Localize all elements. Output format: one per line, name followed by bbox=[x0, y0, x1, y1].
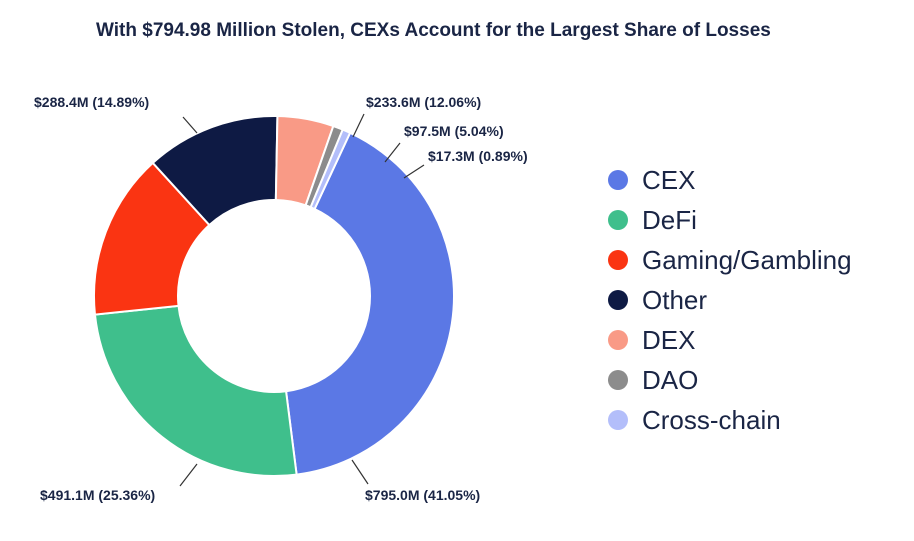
leader-line-dao bbox=[403, 164, 425, 179]
legend-label: Other bbox=[642, 284, 708, 315]
legend-label: DEX bbox=[642, 324, 696, 355]
legend-swatch-other bbox=[608, 290, 628, 310]
leader-line-gaming-gambling bbox=[182, 116, 198, 134]
legend-item-dex: DEX bbox=[608, 320, 852, 360]
leader-line-other bbox=[352, 113, 365, 138]
legend-item-other: Other bbox=[608, 280, 852, 320]
legend-swatch-cross-chain bbox=[608, 410, 628, 430]
data-label-defi: $491.1M (25.36%) bbox=[40, 487, 155, 503]
chart-title: With $794.98 Million Stolen, CEXs Accoun… bbox=[96, 20, 771, 41]
data-label-dex: $97.5M (5.04%) bbox=[404, 123, 504, 139]
data-label-gaming-gambling: $288.4M (14.89%) bbox=[34, 94, 149, 110]
legend-item-dao: DAO bbox=[608, 360, 852, 400]
legend-item-cex: CEX bbox=[608, 160, 852, 200]
leader-line-dex bbox=[384, 142, 401, 163]
legend-label: DAO bbox=[642, 364, 699, 395]
slice-cross-chain bbox=[309, 128, 352, 211]
legend-swatch-dao bbox=[608, 370, 628, 390]
data-label-other: $233.6M (12.06%) bbox=[366, 94, 481, 110]
legend-label: Cross-chain bbox=[642, 404, 781, 435]
leader-line-defi bbox=[179, 463, 198, 487]
slice-cex bbox=[284, 131, 455, 476]
legend-label: Gaming/Gambling bbox=[642, 244, 852, 275]
legend-item-gaming-gambling: Gaming/Gambling bbox=[608, 240, 852, 280]
slice-defi bbox=[93, 304, 298, 477]
legend-item-cross-chain: Cross-chain bbox=[608, 400, 852, 440]
leader-line-cex bbox=[351, 459, 369, 485]
legend-label: DeFi bbox=[642, 204, 697, 235]
legend-swatch-defi bbox=[608, 210, 628, 230]
data-label-dao: $17.3M (0.89%) bbox=[428, 148, 528, 164]
legend-label: CEX bbox=[642, 164, 696, 195]
legend-swatch-cex bbox=[608, 170, 628, 190]
slice-gaming-gambling bbox=[93, 161, 211, 316]
legend-swatch-gaming-gambling bbox=[608, 250, 628, 270]
chart-legend: CEX DeFi Gaming/Gambling Other DEX DAO Cross-c… bbox=[608, 160, 852, 440]
legend-item-defi: DeFi bbox=[608, 200, 852, 240]
data-label-cex: $795.0M (41.05%) bbox=[365, 487, 480, 503]
legend-swatch-dex bbox=[608, 330, 628, 350]
